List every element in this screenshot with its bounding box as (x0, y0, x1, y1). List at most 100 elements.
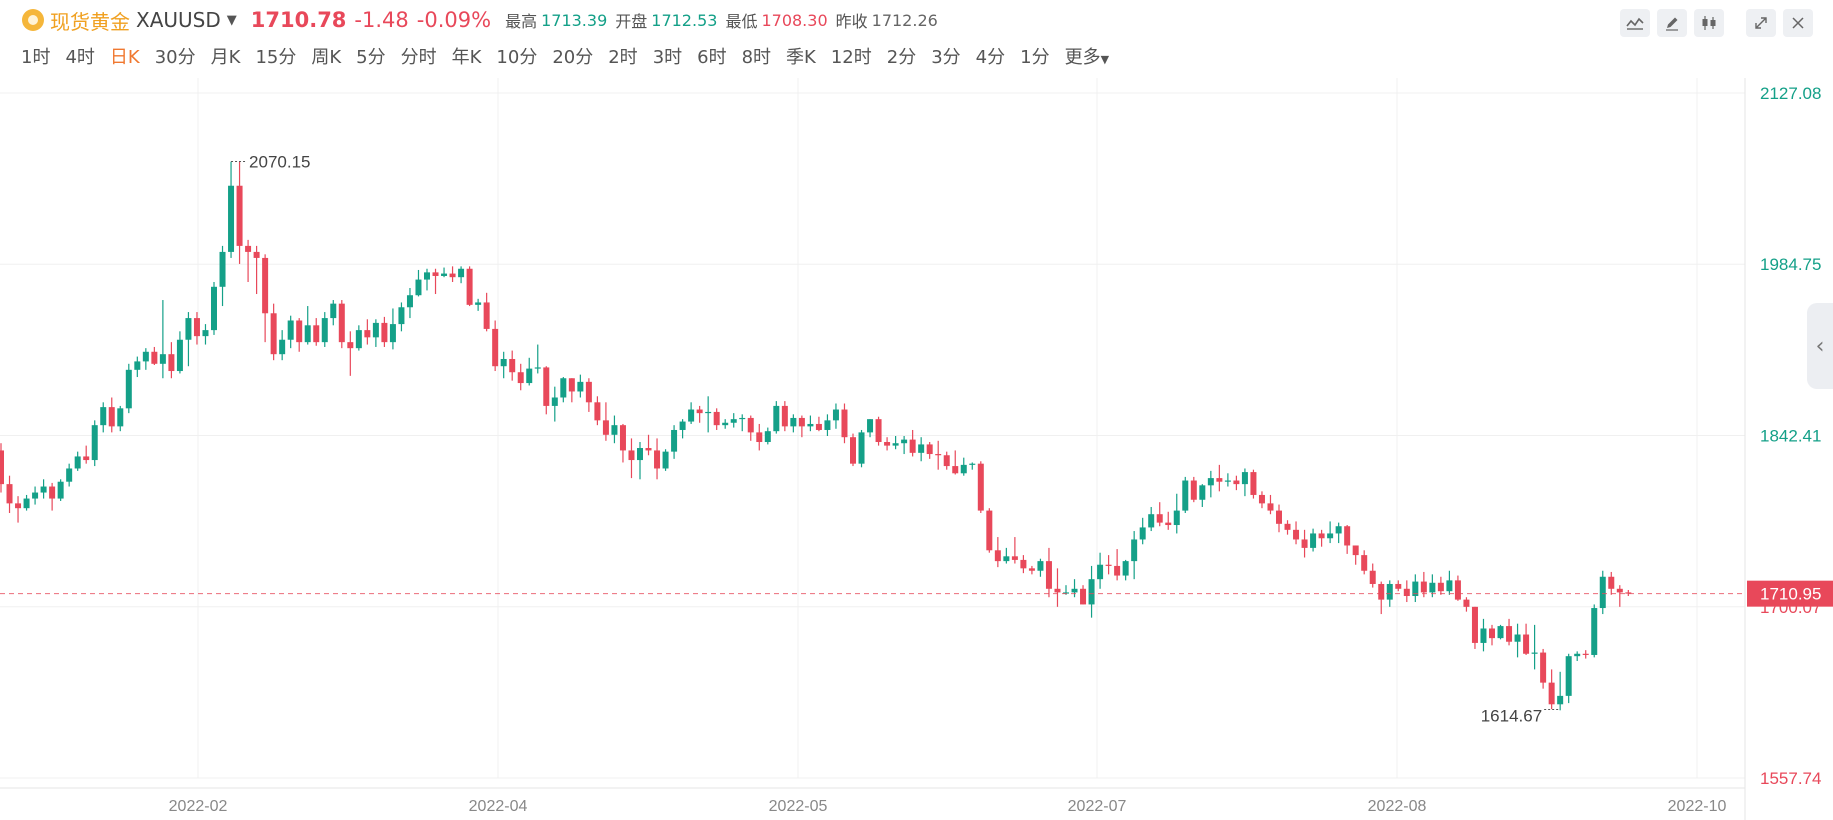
period-tab[interactable]: 1时 (21, 47, 51, 68)
chevron-down-icon: ▼ (1100, 53, 1110, 66)
candle-body (739, 417, 746, 420)
candle-body (1548, 682, 1555, 705)
candle-body (1241, 472, 1248, 485)
y-axis-label: 1557.74 (1760, 769, 1821, 788)
period-tab[interactable]: 年K (451, 47, 482, 68)
high-value: 1713.39 (541, 10, 608, 30)
period-tab[interactable]: 季K (786, 47, 816, 68)
candle-body (219, 251, 226, 287)
candle-style-icon[interactable] (1694, 9, 1724, 37)
candle-body (1506, 626, 1513, 642)
candle-body (730, 419, 737, 423)
candle-body (338, 303, 345, 343)
period-tab[interactable]: 12时 (830, 47, 872, 68)
period-tab[interactable]: 6时 (697, 47, 727, 68)
period-tab[interactable]: 月K (210, 47, 241, 68)
period-tab[interactable]: 2分 (886, 47, 917, 68)
candle-body (1489, 628, 1495, 639)
candle-body (534, 367, 541, 369)
period-tab[interactable]: 15分 (255, 47, 297, 68)
candle-body (943, 455, 950, 467)
candle-body (526, 368, 533, 384)
candle-body (83, 456, 90, 461)
candle-body (483, 302, 490, 329)
candle-body (1540, 652, 1547, 683)
candlestick-chart[interactable]: 2127.081984.751842.411700.071557.742022-… (0, 78, 1833, 820)
candle-body (1139, 527, 1146, 540)
candle-body (1080, 588, 1087, 605)
draw-pencil-icon[interactable] (1657, 9, 1687, 37)
candle-body (168, 354, 175, 372)
period-tab[interactable]: 3时 (652, 47, 683, 68)
candle-body (671, 429, 678, 452)
candle-body (1497, 626, 1504, 639)
candle-body (1011, 556, 1018, 560)
candle-body (986, 510, 993, 551)
period-tab[interactable]: 分时 (400, 47, 437, 68)
candle-body (355, 330, 362, 349)
candle-body (364, 330, 371, 338)
period-tab[interactable]: 20分 (552, 47, 594, 68)
candle-body (892, 443, 899, 446)
candle-body (688, 409, 695, 422)
candle-body (662, 451, 669, 469)
period-tab[interactable]: 日K (109, 47, 140, 68)
candle-body (1037, 561, 1044, 571)
candle-body (1284, 523, 1291, 530)
candle-body (713, 411, 720, 426)
period-tab[interactable]: 10分 (496, 47, 538, 68)
candle-body (1412, 581, 1419, 597)
period-tab[interactable]: 5分 (356, 47, 386, 68)
period-tab[interactable]: 3分 (931, 47, 961, 68)
x-axis-label: 2022-04 (469, 798, 528, 815)
candle-body (1437, 582, 1444, 592)
period-tab[interactable]: 8时 (741, 47, 772, 68)
instrument-symbol[interactable]: XAUUSD (136, 8, 221, 32)
expand-icon[interactable] (1746, 9, 1776, 37)
candle-body (1344, 526, 1351, 546)
indicator-icon[interactable] (1620, 9, 1650, 37)
candle-body (654, 450, 661, 469)
candle-body (185, 318, 192, 340)
candle-body (1420, 581, 1427, 593)
period-tab[interactable]: 30分 (154, 47, 196, 68)
period-tab[interactable]: 4分 (975, 47, 1006, 68)
candle-body (441, 273, 448, 276)
symbol-dropdown-icon[interactable]: ▼ (226, 12, 237, 28)
more-periods-dropdown[interactable]: 更多▼ (1065, 43, 1109, 69)
open-value: 1712.53 (651, 10, 718, 30)
open-label: 开盘 (615, 12, 648, 31)
candle-body (781, 405, 788, 427)
chart-toolbar (1613, 9, 1813, 37)
candle-body (1054, 588, 1061, 593)
candle-body (1156, 514, 1163, 523)
candle-body (841, 409, 848, 438)
candle-body (1327, 533, 1334, 539)
candle-body (1361, 555, 1368, 571)
candle-body (134, 361, 141, 370)
candle-body (492, 328, 499, 367)
candle-body (1429, 582, 1436, 593)
quote-header: 现货黄金 XAUUSD ▼ 1710.78 -1.48 -0.09% 最高 17… (0, 0, 1833, 40)
candle-body (1480, 628, 1487, 643)
period-tab[interactable]: 4时 (65, 47, 95, 68)
x-axis-label: 2022-08 (1368, 798, 1427, 815)
candle-body (1131, 539, 1138, 562)
instrument-name[interactable]: 现货黄金 (50, 9, 130, 34)
candle-body (952, 466, 959, 474)
candle-body (1097, 564, 1104, 580)
candle-body (1608, 576, 1615, 589)
period-tab[interactable]: 2时 (608, 47, 638, 68)
candle-body (1446, 580, 1453, 592)
side-panel-toggle[interactable]: ‹ (1807, 303, 1833, 389)
period-tab[interactable]: 1分 (1020, 47, 1050, 68)
period-tab[interactable]: 周K (311, 47, 342, 68)
candle-body (1625, 592, 1632, 594)
candle-body (125, 369, 132, 409)
candle-body (57, 481, 64, 499)
candle-body (1003, 556, 1010, 562)
candle-body (1531, 652, 1538, 654)
candle-body (202, 330, 209, 337)
candle-body (176, 339, 183, 372)
close-icon[interactable] (1783, 9, 1813, 37)
